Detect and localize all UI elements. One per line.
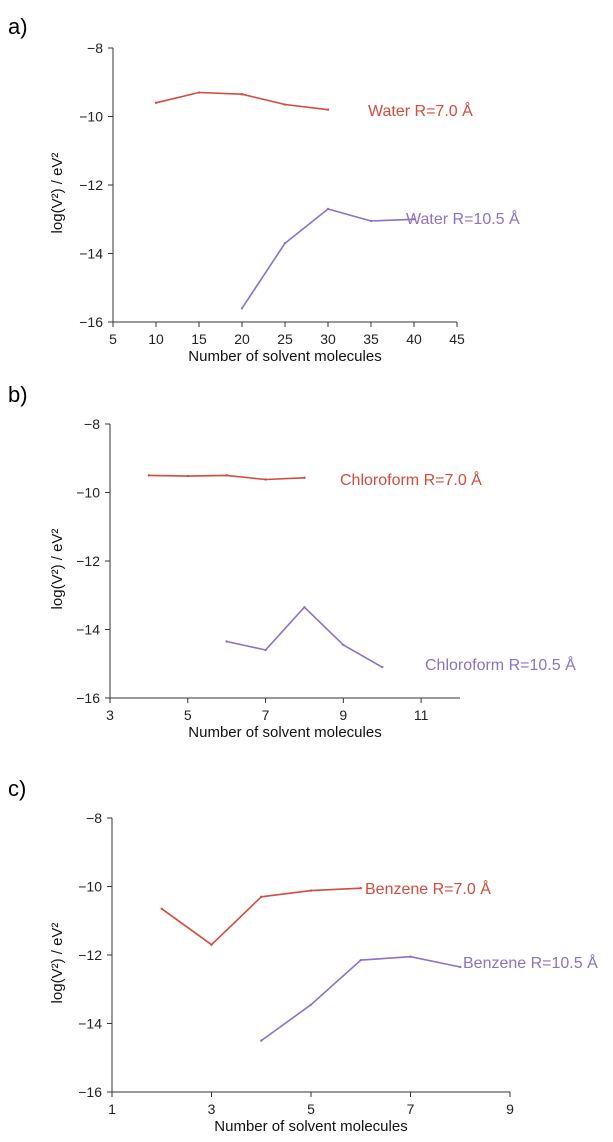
chart-panel-a: a) −16 −14 −12 −10 −8 5 10 15 20 25 30 35 40 45 Number … <box>8 14 520 365</box>
data-point <box>409 955 412 958</box>
x-tick-label: 7 <box>262 707 270 723</box>
x-tick-label: 10 <box>148 331 164 347</box>
y-tick-label: −8 <box>84 416 100 432</box>
panel-label: c) <box>8 776 26 801</box>
y-tick-label: −16 <box>79 314 103 330</box>
y-tick-label: −12 <box>76 553 100 569</box>
y-tick-label: −14 <box>78 1016 102 1032</box>
data-point <box>309 889 313 892</box>
y-tick-label: −16 <box>78 1084 102 1100</box>
series-label: Water R=7.0 Å <box>368 101 473 120</box>
y-tick-label: −14 <box>79 246 103 262</box>
panel-label: b) <box>8 382 28 407</box>
series-label: Chloroform R=7.0 Å <box>340 470 482 489</box>
y-tick-label: −10 <box>79 109 103 125</box>
data-point <box>342 643 345 647</box>
data-point <box>283 103 287 106</box>
y-tick-label: −8 <box>87 40 103 56</box>
panel-label: a) <box>8 14 28 39</box>
x-tick-label: 30 <box>320 331 336 347</box>
x-tick-label: 5 <box>184 707 192 723</box>
x-tick-label: 25 <box>277 331 293 347</box>
data-point <box>326 207 330 211</box>
chart-panel-c: c) −16 −14 −12 −10 −8 1 3 5 7 9 Number of solvent m… <box>8 776 598 1135</box>
data-point <box>381 665 384 669</box>
data-point <box>147 474 151 477</box>
data-point <box>326 108 330 111</box>
series-line-r10-5 <box>241 208 415 309</box>
data-point <box>186 474 189 478</box>
x-tick-label: 35 <box>363 331 379 347</box>
data-point <box>240 93 244 96</box>
data-point <box>260 1039 263 1042</box>
y-axis-label: log(V²) / eV² <box>49 923 66 1004</box>
data-point <box>369 219 373 223</box>
series-label: Benzene R=10.5 Å <box>463 953 598 972</box>
x-axis-label: Number of solvent molecules <box>214 1118 407 1135</box>
x-tick-label: 5 <box>109 331 117 347</box>
data-point <box>225 474 228 477</box>
x-tick-label: 45 <box>449 331 465 347</box>
data-point <box>412 218 416 221</box>
x-tick-label: 1 <box>108 1101 116 1117</box>
x-axis-label: Number of solvent molecules <box>188 724 381 741</box>
data-point <box>225 640 228 643</box>
data-point <box>303 476 306 479</box>
y-tick-label: −14 <box>76 622 100 638</box>
series-label: Water R=10.5 Å <box>406 209 520 228</box>
y-axis-label: log(V²) / eV² <box>49 153 66 234</box>
x-tick-label: 3 <box>106 707 114 723</box>
data-point <box>264 648 267 652</box>
data-point <box>309 1003 313 1006</box>
data-point <box>160 907 163 910</box>
series-label: Benzene R=7.0 Å <box>365 879 491 898</box>
y-axis-label: log(V²) / eV² <box>49 529 66 610</box>
y-tick-label: −10 <box>76 485 100 501</box>
y-tick-label: −8 <box>86 810 102 826</box>
data-point <box>210 943 213 946</box>
y-tick-label: −10 <box>78 879 102 895</box>
x-tick-label: 40 <box>406 331 422 347</box>
data-point <box>154 101 158 105</box>
data-point <box>240 307 244 310</box>
series-line-r10-5 <box>226 606 383 668</box>
x-tick-label: 5 <box>307 1101 315 1117</box>
x-tick-label: 20 <box>234 331 250 347</box>
x-tick-label: 7 <box>407 1101 415 1117</box>
x-tick-label: 9 <box>339 707 347 723</box>
data-point <box>264 478 267 481</box>
x-tick-label: 9 <box>506 1101 514 1117</box>
x-tick-label: 3 <box>208 1101 216 1117</box>
x-axis-label: Number of solvent molecules <box>188 348 381 365</box>
data-point <box>359 958 362 962</box>
x-tick-label: 15 <box>191 331 207 347</box>
data-point <box>197 91 201 94</box>
y-tick-label: −16 <box>76 690 100 706</box>
chart-panel-b: b) −16 −14 −12 −10 −8 3 5 7 9 11 Number of solvent … <box>8 382 576 741</box>
series-label: Chloroform R=10.5 Å <box>425 655 576 674</box>
data-point <box>260 895 263 898</box>
data-point <box>359 887 362 890</box>
data-point <box>459 965 462 969</box>
data-point <box>303 606 306 609</box>
x-tick-label: 11 <box>414 707 429 723</box>
y-tick-label: −12 <box>78 947 102 963</box>
data-point <box>283 242 287 245</box>
y-tick-label: −12 <box>79 177 103 193</box>
series-line-r10-5 <box>260 955 461 1042</box>
